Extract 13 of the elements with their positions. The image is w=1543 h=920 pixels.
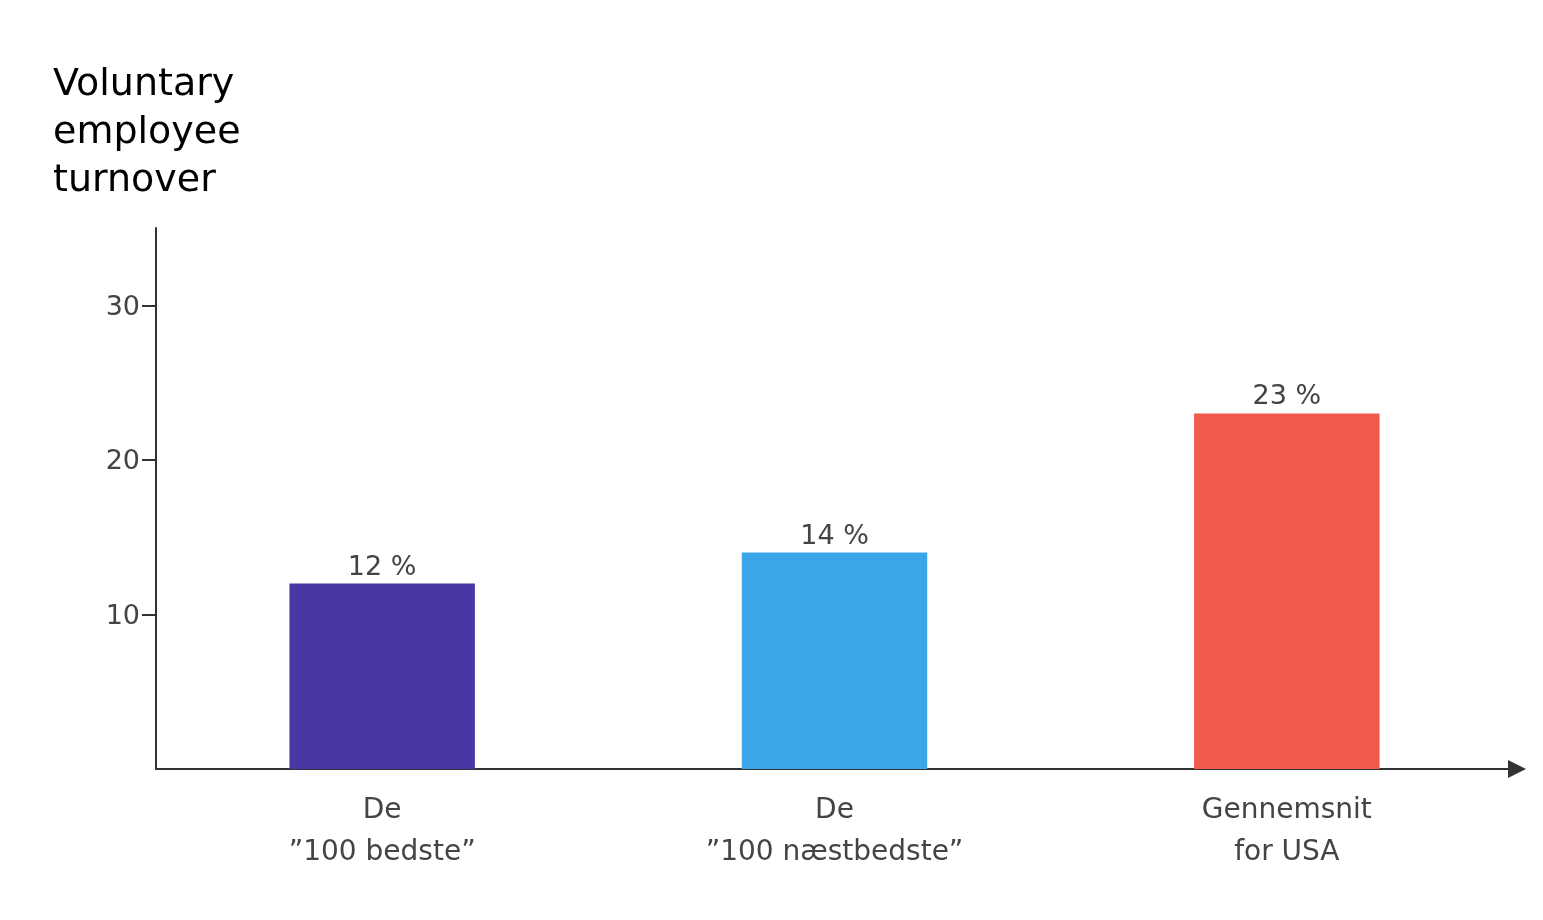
x-tick-label: Gennemsnit for USA (1201, 791, 1372, 867)
data-label: 14 % (800, 518, 869, 550)
y-axis-title: Voluntary employee turnover (53, 60, 241, 200)
bar (1194, 413, 1380, 769)
data-label: 23 % (1252, 379, 1322, 411)
bar (741, 552, 928, 769)
y-tick-label: 10 (105, 598, 140, 630)
data-label: 12 % (347, 549, 417, 581)
bar (289, 583, 475, 769)
y-tick-label: 20 (105, 444, 140, 476)
y-tick-label: 30 (105, 289, 140, 321)
x-tick-label: De ”100 bedste” (288, 791, 476, 867)
x-tick-label: De ”100 næstbedste” (705, 791, 964, 867)
